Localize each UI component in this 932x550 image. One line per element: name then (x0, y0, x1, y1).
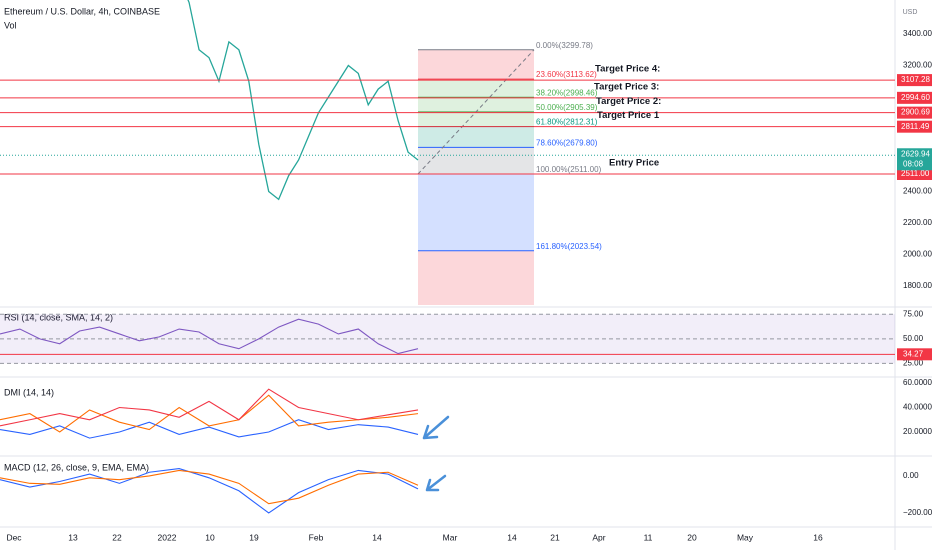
indicator-line (0, 388, 419, 427)
fib-zone (418, 111, 534, 127)
rsi-tag (897, 348, 932, 361)
arrow (425, 474, 447, 492)
x-axis-label: 19 (249, 532, 259, 542)
current-price-label: 2629.94 (901, 149, 930, 158)
current-price-tag (897, 148, 932, 171)
price-tick-label: 3200.00 (903, 61, 932, 70)
level-tag (897, 167, 932, 180)
price-tick-label: 2000.00 (903, 250, 932, 259)
trend-line (417, 49, 535, 175)
x-axis-label: 13 (68, 532, 78, 542)
x-axis-label: 21 (550, 532, 560, 542)
price-tick-label: 2400.00 (903, 187, 932, 196)
tick-label: 40.0000 (903, 403, 932, 412)
level-tag-label: 2994.60 (901, 93, 930, 102)
fib-label: 38.20%(2998.46) (536, 88, 598, 97)
macd-title: MACD (12, 26, close, 9, EMA, EMA) (4, 462, 149, 472)
level-tag-label: 2811.49 (901, 122, 930, 131)
fib-label: 100.00%(2511.00) (536, 165, 602, 174)
level-note: Target Price 2: (596, 96, 661, 107)
currency: USD (903, 9, 918, 16)
fib-zone (418, 173, 534, 251)
rsi-title: RSI (14, close, SMA, 14, 2) (4, 312, 113, 322)
x-axis-label: May (737, 532, 754, 542)
x-axis-label: 16 (813, 532, 823, 542)
volume-label: Vol (4, 20, 17, 30)
indicator-line (0, 469, 419, 505)
price-line (187, 0, 419, 201)
fib-zone (418, 147, 534, 174)
level-tag-label: 2900.69 (901, 108, 930, 117)
level-tag (897, 91, 932, 104)
x-axis-label: 20 (687, 532, 697, 542)
x-axis-label: Feb (309, 532, 324, 542)
fib-zone (418, 79, 534, 98)
tick-label: 60.0000 (903, 378, 932, 387)
arrows (422, 415, 450, 492)
fib-zone (418, 49, 534, 80)
level-tag (897, 106, 932, 119)
tick-label: −200.00 (903, 508, 932, 517)
price-tick-label: 3400.00 (903, 29, 932, 38)
symbol-title: Ethereum / U.S. Dollar, 4h, COINBASE (4, 6, 160, 16)
tick-label: 25.00 (903, 359, 924, 368)
price-tick-label: 1800.00 (903, 281, 932, 290)
x-axis-label: Dec (6, 532, 22, 542)
x-axis-label: 2022 (158, 532, 177, 542)
fib-label: 0.00%(3299.78) (536, 41, 593, 50)
countdown: 08:08 (903, 159, 924, 168)
level-note: Entry Price (609, 158, 659, 169)
level-tag (897, 120, 932, 133)
level-note: Target Price 1 (597, 110, 660, 121)
x-axis-label: Apr (592, 532, 605, 542)
x-axis-label: Mar (443, 532, 458, 542)
arrow (422, 415, 450, 440)
level-tag (897, 74, 932, 87)
level-tag-label: 2511.00 (901, 169, 930, 178)
fib-label: 78.60%(2679.80) (536, 139, 598, 148)
fib-label: 50.00%(2905.39) (536, 103, 598, 112)
overlay: 0.00%(3299.78) 23.60%(3113.62) 38.20%(2998… (0, 41, 932, 251)
x-axis-label: 14 (372, 532, 382, 542)
x-axis-label: 22 (112, 532, 122, 542)
indicator-line (0, 394, 419, 433)
level-note: Target Price 3: (594, 81, 659, 92)
tick-label: 0.00 (903, 471, 919, 480)
fib-label: 161.80%(2023.54) (536, 242, 602, 251)
indicator-line (0, 419, 419, 439)
x-axis-label: 14 (507, 532, 517, 542)
fib-zone (418, 97, 534, 112)
indicator-line (0, 467, 419, 514)
main-pane (187, 0, 535, 305)
rsi-tag-label: 34.27 (903, 349, 924, 358)
tick-label: 50.00 (903, 334, 924, 343)
level-tag-label: 3107.28 (901, 75, 930, 84)
fib-zone (418, 250, 534, 305)
tick-label: 20.0000 (903, 427, 932, 436)
fib-label: 61.80%(2812.31) (536, 118, 598, 127)
tick-label: 75.00 (903, 309, 924, 318)
x-axis-label: 10 (205, 532, 215, 542)
level-note: Target Price 4: (595, 64, 660, 75)
price-tick-label: 2200.00 (903, 218, 932, 227)
indicator-line (0, 318, 419, 355)
fib-label: 23.60%(3113.62) (536, 70, 597, 79)
fib-zone (418, 126, 534, 148)
x-axis-label: 11 (644, 532, 653, 542)
dmi-title: DMI (14, 14) (4, 387, 54, 397)
